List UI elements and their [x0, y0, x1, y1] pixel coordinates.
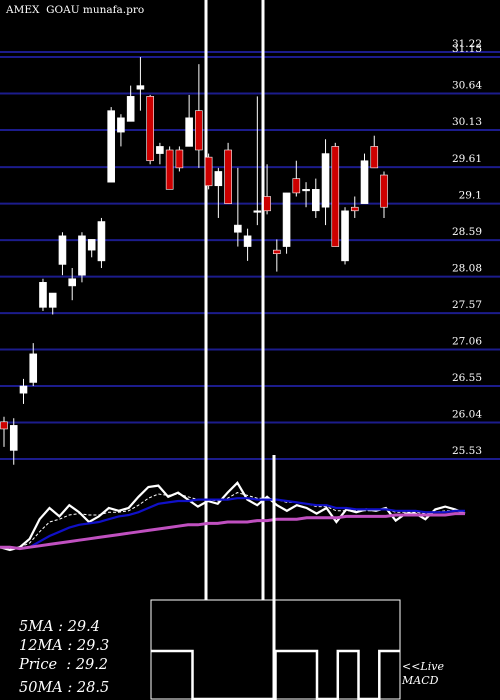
- candle-up: [107, 110, 115, 183]
- candle-up: [9, 425, 18, 451]
- candle-up: [302, 189, 310, 192]
- candle-down: [165, 149, 174, 190]
- candle-down: [224, 149, 232, 204]
- macd-line: [151, 649, 400, 700]
- price-tick-label: 26.55: [452, 372, 482, 384]
- moving-average-panel: [0, 481, 466, 552]
- candle-down: [204, 156, 213, 187]
- price-grid: [0, 51, 500, 460]
- candle-up: [341, 210, 349, 262]
- macd-label-line1: <<Live: [402, 660, 444, 673]
- candle-up: [19, 385, 28, 394]
- ma-mid-line: [0, 497, 465, 550]
- candle-down: [273, 249, 281, 255]
- price-tick-label: 26.04: [452, 409, 482, 421]
- candle-down: [195, 110, 203, 151]
- ma-legend-row: 12MA : 29.3: [19, 638, 109, 654]
- macd-panel: [150, 455, 401, 700]
- candle-up: [117, 117, 125, 133]
- candle-up: [282, 192, 291, 247]
- candle-up: [243, 235, 252, 247]
- candle-up: [360, 160, 369, 204]
- candle-up: [234, 224, 242, 233]
- price-tick-label: 27.57: [452, 299, 482, 311]
- candle-down: [370, 146, 379, 169]
- candle-up: [126, 96, 135, 122]
- candle-down: [292, 178, 301, 194]
- ma-fast-line: [0, 492, 465, 550]
- ma-slow-line: [0, 512, 465, 551]
- symbol-label: AMEX GOAU: [5, 4, 80, 16]
- site-label: munafa.pro: [83, 4, 144, 16]
- macd-label-line2: MACD: [401, 674, 439, 687]
- candle-up: [87, 239, 96, 251]
- price-tick-label: 27.06: [452, 336, 482, 348]
- candlestick-series: [0, 57, 388, 465]
- candle-up: [39, 282, 47, 308]
- price-tick-label: 28.59: [452, 226, 482, 238]
- candle-up: [136, 85, 145, 90]
- ma-legend-row: Price : 29.2: [18, 657, 108, 673]
- price-tick-label: 30.64: [452, 79, 482, 91]
- candle-up: [321, 153, 330, 208]
- candle-down: [146, 96, 154, 162]
- candle-down: [331, 146, 340, 247]
- candle-up: [58, 235, 67, 265]
- price-tick-label: 25.53: [452, 445, 482, 457]
- candle-up: [29, 353, 38, 383]
- price-tick-label: 31.15: [452, 43, 482, 55]
- candle-up: [48, 292, 57, 308]
- candle-up: [311, 189, 320, 212]
- price-tick-label: 30.13: [452, 116, 482, 128]
- candle-down: [350, 206, 359, 212]
- chart-header: AMEX GOAU munafa.pro: [5, 4, 144, 16]
- ma-legend-row: 5MA : 29.4: [19, 619, 100, 635]
- candle-up: [185, 117, 193, 147]
- candle-down: [175, 149, 184, 169]
- ma-legend: 5MA : 29.4 12MA : 29.3 Price : 29.2 50MA…: [18, 619, 109, 696]
- candle-down: [0, 421, 8, 430]
- candle-up: [253, 210, 262, 213]
- candle-up: [214, 171, 223, 187]
- candle-up: [97, 221, 106, 262]
- price-tick-label: 29.1: [459, 190, 482, 202]
- ma-legend-row: 50MA : 28.5: [19, 680, 109, 696]
- price-tick-label: 28.08: [452, 263, 482, 275]
- candle-up: [68, 278, 77, 287]
- candle-up: [156, 146, 164, 154]
- candle-up: [78, 235, 86, 276]
- price-tick-label: 31.22: [452, 38, 482, 50]
- candle-down: [263, 196, 271, 212]
- candle-down: [380, 174, 388, 208]
- price-tick-label: 29.61: [452, 153, 482, 165]
